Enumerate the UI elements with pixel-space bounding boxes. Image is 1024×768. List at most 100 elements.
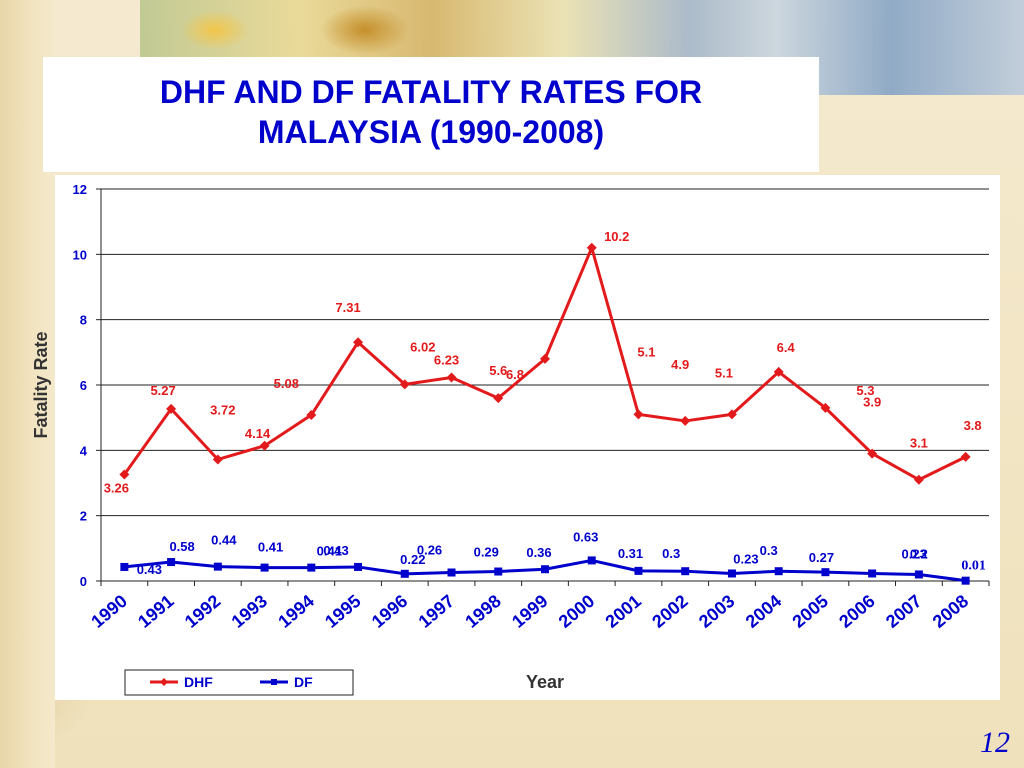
df-point [447,568,456,577]
dhf-point [259,440,270,451]
legend-marker-df [271,679,277,685]
banner-leaf-decor [180,10,250,50]
df-data-label: 0.31 [618,546,643,561]
dhf-data-label: 7.31 [335,300,360,315]
slide-title-line1: DHF AND DF FATALITY RATES FOR [159,74,703,110]
y-tick-label: 0 [80,574,87,589]
x-tick-label: 2001 [602,591,646,632]
dhf-data-label: 6.02 [410,339,435,354]
dhf-point [913,474,924,485]
dhf-data-label: 5.1 [637,344,655,359]
y-tick-label: 2 [80,509,87,524]
dhf-point [586,242,597,253]
x-tick-label: 2007 [882,591,926,632]
dhf-point [540,353,550,364]
dhf-point [773,366,784,377]
y-tick-label: 8 [80,313,87,328]
x-tick-label: 2004 [742,591,786,632]
df-data-label: 0.23 [733,551,758,566]
y-tick-label: 10 [73,247,87,262]
df-point [213,562,222,571]
dhf-data-label: 6.4 [777,340,796,355]
x-tick-label: 1999 [508,591,552,632]
dhf-data-label: 10.2 [604,229,629,244]
df-point [961,576,970,585]
df-point [354,562,363,571]
df-data-label: 0.58 [169,539,194,554]
df-point [400,569,409,578]
dhf-data-label: 5.27 [150,383,175,398]
x-tick-label: 1997 [415,591,459,632]
x-tick-label: 2008 [929,591,973,632]
df-point [868,569,877,578]
dhf-point [119,469,130,480]
df-data-label: 0.22 [400,552,425,567]
slide-title-line2: MALAYSIA (1990-2008) [257,114,605,150]
df-point [587,556,596,565]
df-point [681,567,690,576]
df-point [260,563,269,572]
df-point [167,558,176,567]
x-tick-label: 1990 [87,591,131,632]
x-tick-label: 2002 [648,591,692,632]
legend-marker-dhf [160,678,168,686]
df-data-label: 0.36 [526,545,551,560]
dhf-data-label: 3.1 [910,436,928,451]
dhf-data-label: 3.72 [210,402,235,417]
df-point [914,570,923,579]
dhf-data-label: 6.23 [434,352,459,367]
y-tick-label: 4 [80,443,88,458]
df-data-label: 0.2 [910,546,928,561]
dhf-point [212,454,223,465]
x-tick-label: 1994 [274,591,318,632]
title-box [43,57,819,172]
dhf-point [353,337,364,348]
dhf-data-label: 3.26 [104,481,129,496]
df-data-label: 0.44 [211,533,237,548]
df-data-label: 0.3 [662,546,680,561]
banner-leaf-decor [320,5,410,55]
df-data-label: 0.26 [417,543,442,558]
dhf-point [726,409,737,420]
slide-title: DHF AND DF FATALITY RATES FOR MALAYSIA (… [43,72,819,152]
x-tick-label: 1998 [461,591,505,632]
x-tick-label: 2006 [835,591,879,632]
df-point [821,568,830,577]
x-axis-title: Year [526,672,564,692]
df-data-label: 0.01 [961,559,986,574]
y-tick-label: 12 [73,182,87,197]
dhf-point [960,451,971,462]
page-number: 12 [980,726,1010,759]
dhf-point [633,409,644,420]
x-tick-label: 2005 [788,591,832,632]
dhf-point [306,410,317,421]
dhf-point [680,415,691,426]
df-data-label: 0.23 [902,546,927,561]
dhf-data-label: 3.8 [964,418,982,433]
df-point [120,562,129,571]
df-data-label: 0.63 [573,529,598,544]
dhf-point [493,393,504,404]
x-tick-label: 1995 [321,591,365,632]
x-tick-label: 1992 [181,591,225,632]
x-tick-label: 1991 [134,591,178,632]
chart-area [55,175,1000,700]
df-point [494,567,503,576]
dhf-data-label: 5.1 [715,365,733,380]
df-point [774,567,783,576]
y-axis-title: Fatality Rate [31,331,51,438]
dhf-point [166,403,177,414]
x-tick-label: 1996 [368,591,412,632]
dhf-data-label: 3.9 [863,395,881,410]
df-data-label: 0.3 [760,543,778,558]
x-tick-label: 1993 [228,591,272,632]
dhf-data-label: 4.9 [671,357,689,372]
df-data-label: 0.27 [809,550,834,565]
legend-label-dhf: DHF [184,674,213,690]
dhf-data-label: 5.6 [489,363,507,378]
y-tick-label: 6 [80,378,87,393]
df-data-label: 0.43 [323,543,348,558]
dhf-data-label: 6.8 [506,367,524,382]
dhf-point [399,379,410,390]
